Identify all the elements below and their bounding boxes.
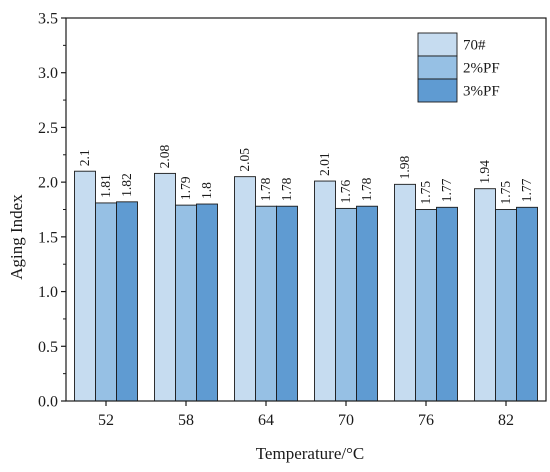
legend-swatch-1 [417, 32, 458, 57]
y-tick-label: 1.0 [38, 284, 58, 301]
y-tick-label: 0.0 [38, 394, 58, 411]
legend: 70# 2%PF 3%PF [417, 32, 500, 103]
legend-label-2: 2%PF [463, 61, 500, 77]
data-label: 1.94 [477, 160, 492, 184]
data-label: 2.01 [317, 152, 332, 176]
y-tick-label: 0.5 [38, 339, 58, 356]
x-tick-label: 76 [418, 412, 434, 429]
bar-1-76 [394, 183, 416, 402]
y-tick-label: 3.0 [38, 65, 58, 82]
bar-3-52 [116, 201, 138, 402]
bar-1-58 [154, 172, 176, 402]
x-tick-label: 82 [498, 412, 514, 429]
data-label: 1.78 [258, 177, 273, 201]
y-tick-label: 1.5 [38, 229, 58, 246]
x-tick-label: 58 [178, 412, 194, 429]
bars-layer [74, 170, 538, 402]
data-label: 1.8 [199, 182, 214, 199]
bar-2-82 [495, 209, 517, 402]
data-label: 1.75 [498, 181, 513, 205]
y-tick-label: 3.5 [38, 11, 58, 28]
data-label: 1.78 [359, 177, 374, 201]
bar-2-58 [175, 204, 197, 402]
x-tick-label: 52 [98, 412, 114, 429]
data-label: 1.81 [98, 174, 113, 198]
axes-layer: 0.0 0.5 1.0 1.5 2.0 2.5 3.0 3.5 52 58 64 70 76 82 [38, 11, 547, 429]
data-label: 1.76 [338, 180, 353, 204]
data-label: 2.05 [237, 148, 252, 172]
legend-label-1: 70# [463, 38, 486, 54]
bar-1-82 [474, 188, 496, 402]
bar-3-82 [516, 206, 538, 402]
data-label: 1.82 [119, 173, 134, 197]
x-tick-label: 64 [258, 412, 274, 429]
x-tick-label: 70 [338, 412, 354, 429]
bar-3-76 [436, 206, 458, 402]
data-label: 1.77 [439, 178, 454, 202]
bar-2-76 [415, 209, 437, 402]
legend-label-3: 3%PF [463, 84, 500, 100]
data-label: 1.98 [397, 155, 412, 179]
legend-swatch-2 [417, 55, 458, 80]
data-label: 1.79 [178, 176, 193, 200]
bar-3-70 [356, 205, 378, 402]
y-tick-label: 2.5 [38, 120, 58, 137]
bar-3-64 [276, 205, 298, 402]
legend-swatch-3 [417, 78, 458, 103]
bar-2-52 [95, 202, 117, 402]
bar-3-58 [196, 203, 218, 402]
bar-1-70 [314, 180, 336, 402]
bar-1-52 [74, 170, 96, 402]
data-label: 1.77 [519, 178, 534, 202]
data-label: 1.78 [279, 177, 294, 201]
data-label: 2.08 [157, 145, 172, 169]
x-axis-title: Temperature/°C [256, 444, 365, 463]
bar-2-64 [255, 205, 277, 402]
data-label: 1.75 [418, 181, 433, 205]
y-tick-label: 2.0 [38, 175, 58, 192]
bar-1-64 [234, 176, 256, 402]
data-labels-layer: 2.1 1.81 1.82 2.08 1.79 1.8 2.05 1.78 1.78 2.01 1.… [77, 145, 534, 205]
bar-2-70 [335, 207, 357, 402]
data-label: 2.1 [77, 149, 92, 166]
y-axis-title: Aging Index [7, 194, 26, 280]
